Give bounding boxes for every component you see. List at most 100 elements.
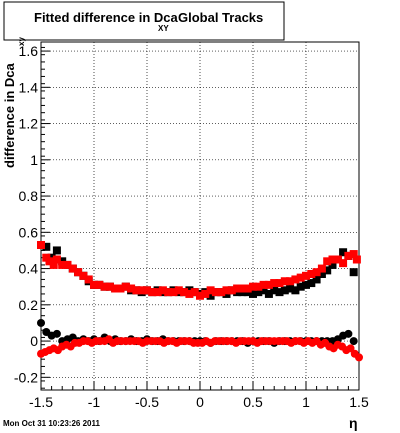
- data-point: [95, 280, 104, 289]
- data-point: [148, 288, 157, 297]
- x-axis-title: η: [349, 415, 358, 431]
- data-point: [312, 268, 321, 277]
- data-point: [79, 271, 88, 280]
- series-2: [37, 241, 361, 300]
- x-tick-label: -1: [88, 394, 101, 410]
- data-point: [317, 264, 326, 273]
- data-point: [132, 286, 141, 295]
- x-tick-label: -0.5: [135, 394, 159, 410]
- data-point: [206, 286, 215, 295]
- data-point: [52, 255, 61, 264]
- data-point: [296, 273, 305, 282]
- data-point: [52, 246, 61, 255]
- data-point: [180, 288, 189, 297]
- y-tick-label: 0.8: [19, 188, 39, 204]
- chart-title-suffix: Global Tracks: [178, 10, 263, 25]
- data-point: [275, 279, 284, 288]
- data-point: [158, 286, 167, 295]
- data-point: [249, 289, 257, 298]
- data-point: [291, 275, 300, 284]
- data-point: [169, 288, 178, 297]
- y-axis-title-subscript: xy: [17, 37, 26, 46]
- x-tick-label: -1.5: [29, 394, 53, 410]
- data-point: [312, 275, 321, 284]
- data-point: [153, 288, 162, 297]
- data-point: [206, 291, 215, 300]
- data-point: [264, 289, 273, 298]
- data-point: [201, 289, 210, 298]
- y-tick-label: -0.2: [14, 369, 38, 385]
- y-tick-label: 1: [30, 152, 38, 168]
- data-point: [45, 257, 54, 266]
- data-point: [323, 266, 332, 275]
- data-point: [328, 255, 337, 264]
- data-point: [217, 288, 226, 297]
- data-point: [317, 270, 326, 278]
- y-tick-label: 0.4: [19, 261, 39, 277]
- data-point: [37, 241, 45, 249]
- data-point: [105, 282, 114, 291]
- data-point: [280, 286, 289, 295]
- data-point: [307, 279, 316, 288]
- data-point: [222, 286, 231, 295]
- data-point: [63, 260, 72, 269]
- data-point: [333, 255, 342, 264]
- data-point: [196, 291, 204, 300]
- x-tick-label: 0.5: [243, 394, 263, 410]
- data-point: [190, 288, 199, 297]
- data-point: [211, 288, 220, 297]
- x-tick-label: 1: [302, 394, 310, 410]
- data-point: [302, 271, 310, 280]
- y-tick-label: 0: [30, 333, 38, 349]
- data-point: [42, 242, 51, 251]
- x-tick-labels: -1.5 -1 -0.5 0 0.5 1 1.5: [29, 394, 369, 410]
- data-point: [37, 318, 45, 327]
- chart-title-prefix: Fitted difference in Dca: [34, 10, 179, 25]
- data-point: [349, 250, 358, 259]
- data-point: [174, 286, 183, 295]
- data-point: [346, 344, 355, 353]
- y-tick-label: 1.4: [19, 79, 39, 95]
- data-point: [52, 329, 61, 338]
- y-tick-label: 0.2: [19, 297, 39, 313]
- data-point: [270, 279, 279, 288]
- data-point: [121, 282, 130, 291]
- data-point: [116, 284, 125, 293]
- data-point: [58, 260, 67, 269]
- data-point: [344, 329, 353, 338]
- data-point: [74, 268, 83, 277]
- data-point: [339, 248, 348, 257]
- data-point: [49, 260, 58, 269]
- data-point: [323, 257, 332, 266]
- data-point: [296, 282, 305, 291]
- data-point: [270, 286, 279, 295]
- data-point: [328, 260, 337, 269]
- data-point: [111, 284, 120, 293]
- data-point: [352, 255, 361, 264]
- data-point: [185, 289, 194, 298]
- y-tick-labels: -0.2 0 0.2 0.4 0.6 0.8 1 1.2 1.4 1.6: [14, 43, 38, 385]
- footer-timestamp: Mon Oct 31 10:23:26 2011: [3, 419, 100, 428]
- title-box-frame: [3, 1, 285, 41]
- data-point: [164, 288, 173, 297]
- data-point: [302, 280, 310, 289]
- data-point: [127, 284, 136, 293]
- data-point: [339, 259, 348, 268]
- y-tick-label: 0.6: [19, 224, 39, 240]
- data-point: [137, 286, 146, 295]
- title-box: Fitted difference in Dca XY Global Track…: [3, 1, 285, 41]
- data-point: [291, 286, 300, 295]
- data-point: [286, 277, 295, 286]
- data-point: [280, 277, 289, 286]
- data-point: [100, 282, 109, 291]
- data-point: [349, 337, 358, 346]
- data-point: [84, 275, 93, 284]
- data-point: [227, 286, 236, 295]
- y-axis-title: difference in Dca xy: [2, 37, 26, 168]
- data-point: [355, 353, 363, 362]
- x-tick-label: 1.5: [349, 394, 369, 410]
- data-point: [275, 288, 284, 297]
- y-tick-label: 1.6: [19, 43, 39, 59]
- data-point: [68, 264, 77, 273]
- data-point: [286, 284, 295, 293]
